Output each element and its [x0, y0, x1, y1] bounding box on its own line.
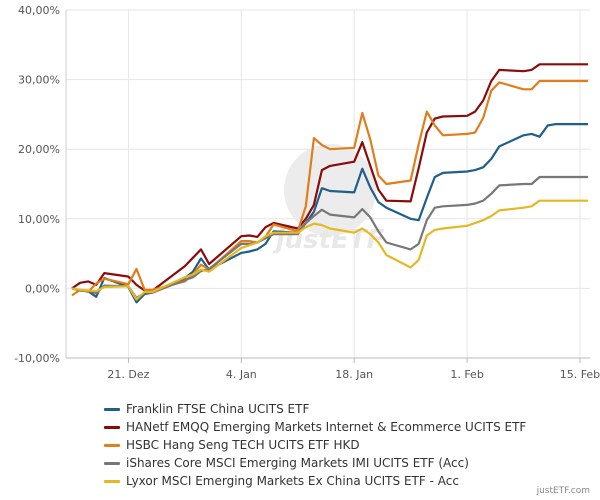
x-tick-label: 4. Jan	[226, 368, 257, 381]
legend-item[interactable]: HSBC Hang Seng TECH UCITS ETF HKD	[104, 437, 526, 453]
y-tick-label: -10,00%	[14, 352, 60, 365]
legend-swatch	[104, 479, 120, 483]
legend-swatch	[104, 461, 120, 465]
y-tick-label: 10,00%	[18, 213, 60, 226]
legend-label: iShares Core MSCI Emerging Markets IMI U…	[126, 456, 469, 470]
x-tick-label: 21. Dez	[107, 368, 149, 381]
legend-swatch	[104, 407, 120, 411]
y-tick-label: 20,00%	[18, 143, 60, 156]
x-tick-label: 1. Feb	[450, 368, 483, 381]
legend-item[interactable]: Franklin FTSE China UCITS ETF	[104, 401, 526, 417]
y-tick-label: 40,00%	[18, 4, 60, 17]
series-line-2	[71, 79, 588, 297]
y-tick-label: 0,00%	[25, 282, 60, 295]
x-tick-label: 15. Feb	[560, 368, 600, 381]
legend-label: Franklin FTSE China UCITS ETF	[126, 402, 310, 416]
legend-swatch	[104, 443, 120, 447]
legend-item[interactable]: HANetf EMQQ Emerging Markets Internet & …	[104, 419, 526, 435]
y-tick-label: 30,00%	[18, 74, 60, 87]
legend-item[interactable]: Lyxor MSCI Emerging Markets Ex China UCI…	[104, 473, 526, 489]
legend: Franklin FTSE China UCITS ETF HANetf EMQQ…	[104, 401, 526, 491]
axes: 40,00% 30,00% 20,00% 10,00% 0,00% -10,00% 21. …	[14, 4, 600, 381]
legend-label: Lyxor MSCI Emerging Markets Ex China UCI…	[126, 474, 459, 488]
series-line-4	[71, 199, 588, 301]
x-tick-label: 18. Jan	[335, 368, 373, 381]
credit: justETF.com	[536, 486, 590, 496]
series-lines	[71, 63, 588, 304]
legend-label: HANetf EMQQ Emerging Markets Internet & …	[126, 420, 527, 434]
chart: justETF 40,00%30,00%20,00%10,00%0,00%-10…	[14, 4, 600, 381]
legend-swatch	[104, 425, 120, 429]
legend-label: HSBC Hang Seng TECH UCITS ETF HKD	[126, 438, 360, 452]
legend-item[interactable]: iShares Core MSCI Emerging Markets IMI U…	[104, 455, 526, 471]
